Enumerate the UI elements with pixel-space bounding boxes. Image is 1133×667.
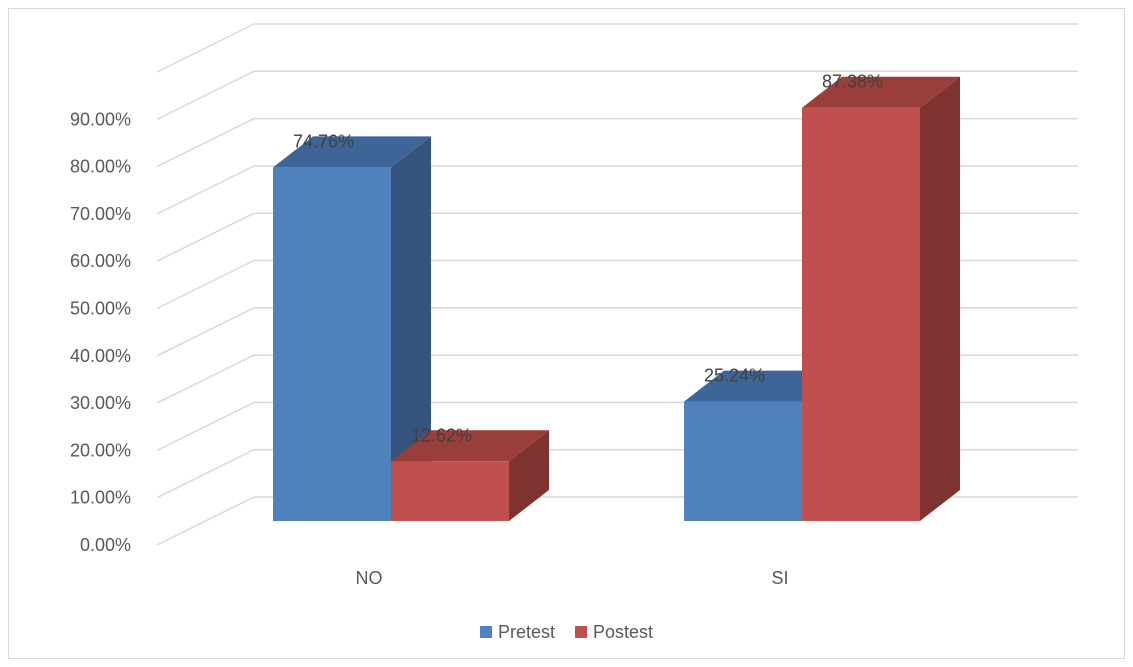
legend-item-postest: Postest bbox=[575, 622, 653, 643]
y-tick-label: 90.00% bbox=[70, 109, 131, 129]
legend-item-pretest: Pretest bbox=[479, 621, 555, 643]
y-tick-label: 70.00% bbox=[70, 204, 131, 224]
y-tick-label: 20.00% bbox=[70, 440, 131, 460]
y-tick-label: 40.00% bbox=[70, 346, 131, 366]
data-labels: 74.76% 12.62% 25.24% 87.38% bbox=[293, 72, 883, 446]
bar-front-postest-si bbox=[802, 107, 920, 521]
bar-top-postest-si bbox=[802, 76, 960, 108]
bar-top-pretest-no bbox=[273, 136, 431, 168]
bar-side-postest-no bbox=[509, 430, 549, 521]
bar-front-pretest-si bbox=[684, 401, 802, 521]
legend: Pretest Postest bbox=[0, 619, 1133, 645]
x-axis-categories: NO SI bbox=[356, 568, 789, 588]
x-category-label: SI bbox=[771, 568, 788, 588]
bar-front-pretest-no bbox=[273, 167, 391, 521]
gridline-depth bbox=[156, 354, 255, 404]
y-tick-label: 10.00% bbox=[70, 488, 131, 508]
gridline-depth bbox=[156, 259, 255, 310]
gridline-depth bbox=[156, 449, 255, 499]
gridline-depth bbox=[156, 23, 255, 73]
bar-side-pretest-no bbox=[391, 136, 431, 521]
y-tick-label: 0.00% bbox=[80, 535, 131, 555]
y-tick-label: 30.00% bbox=[70, 393, 131, 413]
data-label-postest-si: 87.38% bbox=[822, 72, 883, 92]
gridline-depth bbox=[156, 496, 255, 546]
legend-swatch-postest bbox=[575, 626, 587, 638]
x-category-label: NO bbox=[356, 568, 383, 588]
y-tick-label: 80.00% bbox=[70, 157, 131, 177]
legend-label-pretest: Pretest bbox=[497, 621, 555, 642]
gridline-depth bbox=[156, 401, 255, 452]
gridline-depth bbox=[156, 307, 255, 357]
bar-top-postest-no bbox=[391, 430, 549, 462]
y-axis-ticks: 0.00% 10.00% 20.00% 30.00% 40.00% 50.00% 60.00… bbox=[70, 109, 131, 555]
gridline-depth bbox=[156, 212, 255, 262]
data-label-postest-no: 12.62% bbox=[411, 425, 472, 445]
y-tick-label: 50.00% bbox=[70, 299, 131, 319]
legend-label-postest: Postest bbox=[593, 621, 654, 642]
data-label-pretest-no: 74.76% bbox=[293, 131, 354, 151]
bar-front-postest-no bbox=[391, 461, 509, 521]
gridline-depth bbox=[156, 70, 255, 120]
data-label-pretest-si: 25.24% bbox=[704, 366, 765, 386]
bar-side-postest-si bbox=[920, 76, 960, 521]
gridline-depth bbox=[156, 117, 255, 168]
legend-swatch-pretest bbox=[479, 626, 492, 638]
bars bbox=[273, 76, 960, 521]
gridline-depth bbox=[156, 165, 255, 215]
y-tick-label: 60.00% bbox=[70, 251, 131, 271]
